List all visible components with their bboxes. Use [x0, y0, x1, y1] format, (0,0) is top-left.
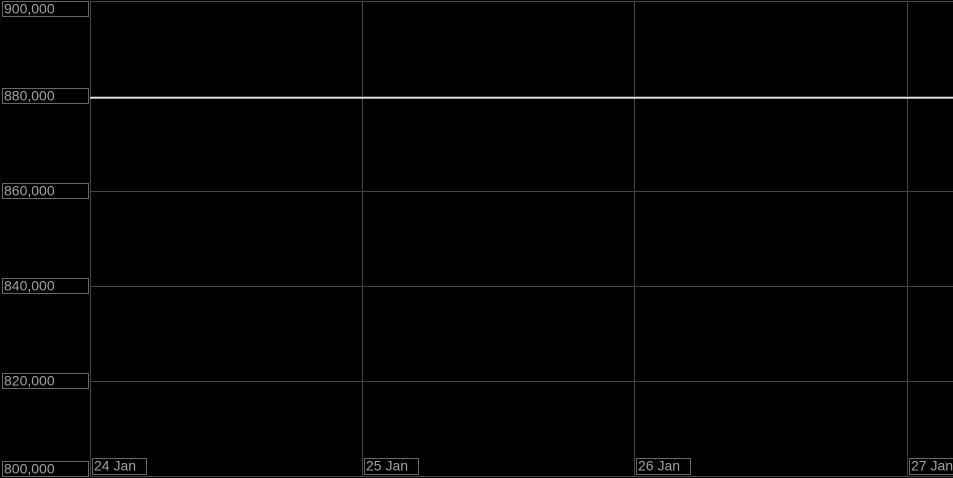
x-tick-label: 27 Jan — [911, 458, 953, 474]
x-tick-label: 24 Jan — [94, 458, 136, 474]
y-label-box — [2, 88, 89, 104]
y-tick-label: 840,000 — [4, 278, 55, 294]
y-label-box — [2, 461, 89, 477]
y-tick-label: 900,000 — [4, 1, 55, 17]
y-tick-label: 820,000 — [4, 373, 55, 389]
y-label-box — [2, 1, 89, 17]
y-tick-label: 800,000 — [4, 461, 55, 477]
y-tick-label: 880,000 — [4, 88, 55, 104]
x-tick-label: 26 Jan — [638, 458, 680, 474]
y-tick-label: 860,000 — [4, 183, 55, 199]
x-label-box — [909, 458, 953, 475]
x-label-box — [92, 458, 147, 475]
y-label-box — [2, 278, 89, 294]
y-label-box — [2, 373, 89, 389]
y-label-box — [2, 183, 89, 199]
x-label-box — [636, 458, 691, 475]
x-tick-label: 25 Jan — [366, 458, 408, 474]
x-label-box — [364, 458, 419, 475]
